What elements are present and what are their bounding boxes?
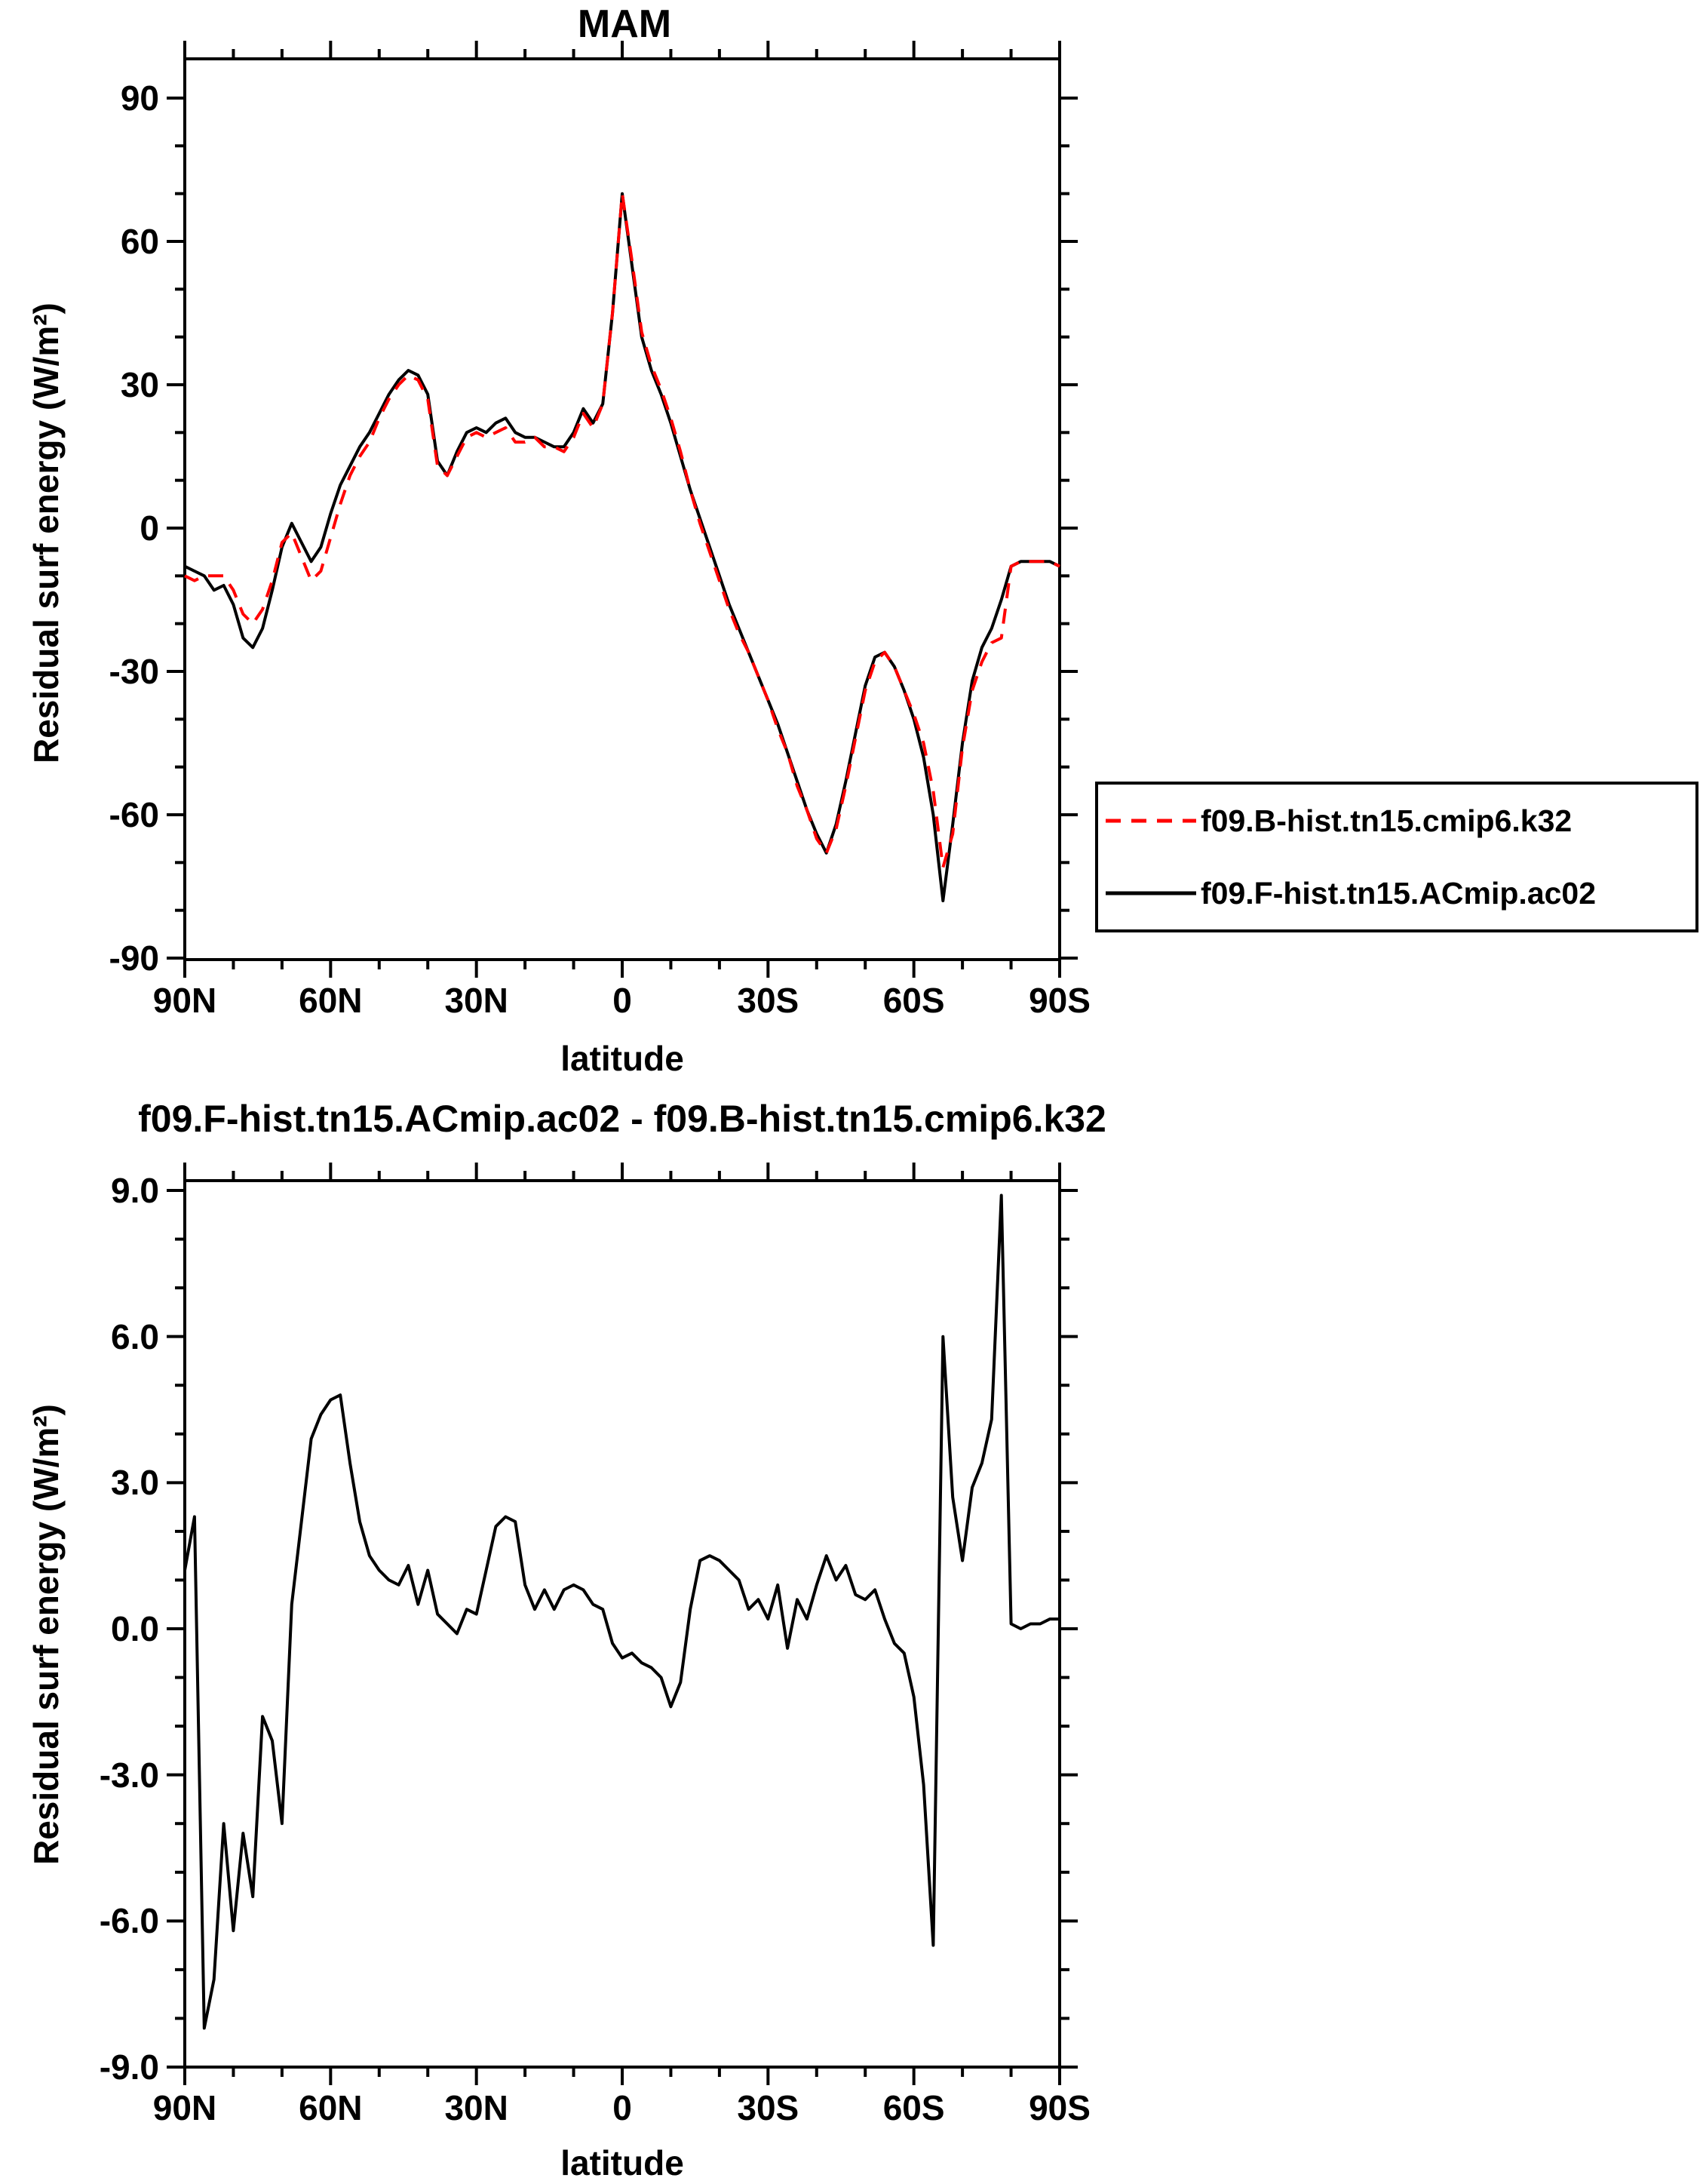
bottom-x-tick-label: 30N <box>444 2088 508 2127</box>
bottom-x-tick-label: 0 <box>612 2088 632 2127</box>
series-line-top-dashed <box>184 192 1060 869</box>
bottom-y-tick-label: -6.0 <box>99 1901 159 1941</box>
top-chart-title: MAM <box>577 2 672 46</box>
bottom-chart <box>167 1163 1078 2085</box>
bottom-y-tick-label: 0.0 <box>111 1609 159 1648</box>
top-y-tick-label: 90 <box>120 78 159 118</box>
top-chart <box>167 41 1078 978</box>
top-y-tick-label: -60 <box>109 795 159 834</box>
bottom-x-axis-label: latitude <box>560 2143 684 2182</box>
top-y-tick-label: 0 <box>140 508 159 548</box>
top-x-tick-label: 0 <box>612 981 632 1020</box>
bottom-y-tick-label: 9.0 <box>111 1171 159 1210</box>
bottom-y-tick-label: -3.0 <box>99 1755 159 1795</box>
legend-line-dashed-icon <box>1106 819 1196 823</box>
top-x-tick-label: 90S <box>1029 981 1091 1020</box>
series-line-bottom-solid <box>183 1193 1060 2030</box>
bottom-x-tick-label: 60N <box>299 2088 363 2127</box>
bottom-x-tick-label: 60S <box>882 2088 945 2127</box>
series-line-top-solid <box>184 192 1060 902</box>
top-x-tick-label: 60S <box>882 981 945 1020</box>
legend-box: f09.B-hist.tn15.cmip6.k32 f09.F-hist.tn15… <box>1095 782 1698 932</box>
top-x-tick-label: 60N <box>299 981 363 1020</box>
legend-line-solid-icon <box>1106 891 1196 895</box>
top-y-tick-label: -90 <box>109 938 159 978</box>
bottom-x-tick-label: 90S <box>1029 2088 1091 2127</box>
top-x-tick-label: 30N <box>444 981 508 1020</box>
legend-label: f09.F-hist.tn15.ACmip.ac02 <box>1201 875 1597 911</box>
bottom-chart-title: f09.F-hist.tn15.ACmip.ac02 - f09.B-hist.… <box>138 1098 1106 1140</box>
top-y-tick-label: 30 <box>120 365 159 404</box>
bottom-x-tick-label: 90N <box>152 2088 217 2127</box>
legend-label: f09.B-hist.tn15.cmip6.k32 <box>1201 803 1573 838</box>
bottom-y-tick-label: 3.0 <box>111 1463 159 1503</box>
bottom-x-tick-label: 30S <box>737 2088 799 2127</box>
bottom-plot-frame <box>183 1179 1061 2069</box>
top-y-tick-label: 60 <box>120 222 159 261</box>
top-x-tick-label: 30S <box>737 981 799 1020</box>
legend-item: f09.F-hist.tn15.ACmip.ac02 <box>1098 857 1695 929</box>
top-x-axis-label: latitude <box>560 1039 684 1078</box>
legend-item: f09.B-hist.tn15.cmip6.k32 <box>1098 785 1695 857</box>
bottom-y-tick-label: -9.0 <box>99 2047 159 2087</box>
top-x-tick-label: 90N <box>152 981 217 1020</box>
bottom-y-tick-label: 6.0 <box>111 1316 159 1356</box>
top-y-tick-label: -30 <box>109 652 159 691</box>
